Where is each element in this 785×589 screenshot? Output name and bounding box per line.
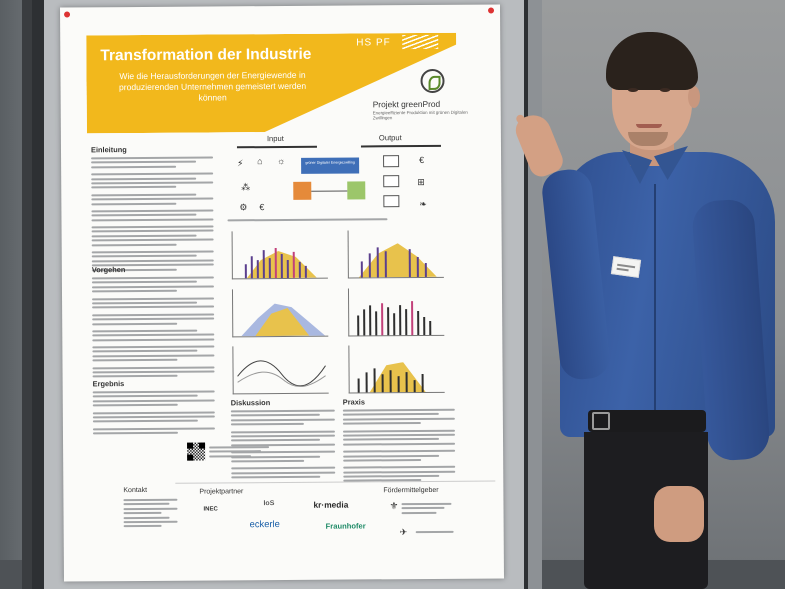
research-poster: Transformation der Industrie Wie die Her…: [60, 4, 504, 582]
leaf-icon: ❧: [419, 198, 427, 210]
poster-title: Transformation der Industrie: [100, 45, 312, 65]
pin-icon: [488, 7, 495, 14]
dlr-logo-icon: ✈: [399, 527, 408, 538]
poster-subtitle: Wie die Herausforderungen der Energiewen…: [118, 69, 307, 103]
chart-energy-1: [231, 230, 328, 280]
diagram-input-line: [236, 145, 317, 148]
qr-code-icon: [187, 442, 206, 461]
section-heading-vorgehen: Vorgehen: [91, 265, 126, 275]
institution-logo-icon: [402, 34, 439, 50]
hierarchy-icon: ⊞: [417, 177, 425, 188]
praxis-text: [342, 408, 456, 485]
chart-forecast-2: [347, 287, 445, 337]
federal-eagle-icon: ⚜: [389, 501, 399, 513]
output-chart-box: [383, 155, 400, 168]
section-heading-diskussion: Diskussion: [230, 398, 271, 408]
footer-projektpartner: Projektpartner: [199, 488, 244, 496]
figure-caption: [227, 218, 388, 224]
ministry-text: [401, 502, 452, 517]
section-heading-einleitung: Einleitung: [90, 145, 127, 155]
diagram-model-block: [293, 181, 312, 200]
partner-fraunhofer: Fraunhofer: [325, 521, 366, 531]
chart-energy-2: [347, 229, 444, 279]
partner-inec: INEC: [203, 506, 218, 513]
project-subtitle: Energieeffiziente Produktion mit grünen …: [372, 109, 468, 121]
ergebnis-text: [92, 390, 215, 436]
price-curve-svg: [237, 360, 326, 388]
factory-icon: ⌂: [257, 156, 263, 167]
einleitung-text: [91, 156, 214, 273]
diagram-output-label: Output: [378, 133, 402, 143]
wall-right: [520, 0, 785, 589]
output-grid-box: [383, 175, 400, 188]
institution-label: HS PF: [356, 37, 391, 49]
chart-forecast-1: [231, 288, 329, 338]
diskussion-text: [230, 409, 336, 481]
diagram-output-line: [360, 144, 441, 147]
footer-foerdermittelgeber: Fördermittelgeber: [383, 486, 439, 495]
partner-ios: IoS: [263, 500, 275, 508]
diagram-optimizer-block: [347, 181, 366, 200]
tower-icon: ⚡: [237, 158, 244, 169]
sun-icon: ☼: [277, 155, 286, 167]
partner-krmedia: kr·media: [313, 499, 349, 510]
euro-output-icon: €: [419, 155, 425, 166]
chart-price-curve: [232, 345, 329, 395]
pin-icon: [64, 11, 71, 18]
vorgehen-text: [91, 276, 215, 380]
dlr-text: [415, 530, 454, 536]
greenprod-logo-icon: [420, 68, 445, 94]
kontakt-text: [123, 498, 178, 530]
diagram-connector: [311, 190, 348, 192]
gear-icon: ⚙: [239, 202, 248, 213]
chart-optimized: [348, 344, 445, 394]
project-title: Projekt greenProd: [372, 98, 441, 110]
section-heading-praxis: Praxis: [342, 397, 365, 407]
network-icon: ⁂: [241, 182, 251, 193]
footer-kontakt: Kontakt: [123, 486, 148, 495]
diagram-input-label: Input: [266, 133, 284, 144]
partner-eckerle: eckerle: [249, 518, 280, 530]
output-machine-box: [383, 195, 400, 208]
euro-icon: €: [259, 202, 265, 213]
section-heading-ergebnis: Ergebnis: [92, 379, 125, 389]
digital-twin-label: grüner Digitaler Energiezwilling: [305, 160, 355, 165]
